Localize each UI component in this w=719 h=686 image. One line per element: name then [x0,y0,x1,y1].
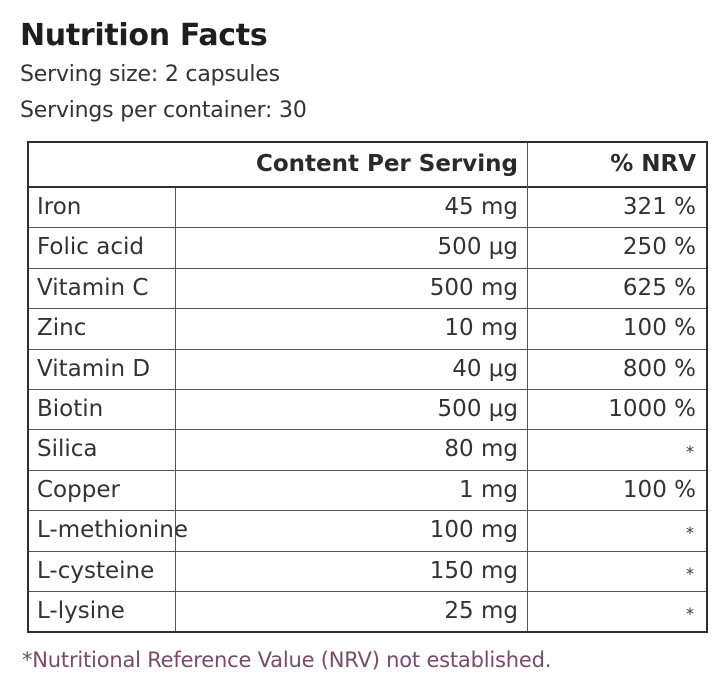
nrv-footnote: *Nutritional Reference Value (NRV) not e… [22,648,552,672]
nutrient-amount: 100 mg [429,517,518,544]
nutrient-name: Biotin [37,396,104,422]
servings-per-container-text: Servings per container: 30 [20,98,307,123]
nutrient-amount: 40 μg [452,355,518,382]
nutrient-name: Iron [37,194,82,220]
nutrient-name: L-cysteine [37,557,155,584]
table-row: Silica 80 mg * [29,430,706,471]
nutrient-amount: 150 mg [429,557,518,584]
header-nrv: % NRV [610,151,696,177]
table-row: L-cysteine 150 mg * [29,552,706,592]
table-row: Biotin 500 μg 1000 % [29,390,706,431]
nutrient-amount: 25 mg [444,598,518,624]
nutrient-amount: 45 mg [444,194,518,220]
nutrient-nrv: 321 % [622,194,696,220]
table-row: Vitamin D 40 μg 800 % [29,350,706,390]
nutrient-amount: 500 μg [437,234,518,261]
nutrient-nrv: 250 % [622,234,696,261]
table-row: Vitamin C 500 mg 625 % [29,269,706,310]
table-row: L-lysine 25 mg * [29,592,706,632]
nutrient-name: L-lysine [37,598,125,624]
nutrient-nrv: 100 % [622,315,696,342]
table-row: Zinc 10 mg 100 % [29,309,706,350]
table-row: Folic acid 500 μg 250 % [29,228,706,269]
nutrient-name: Copper [37,476,120,503]
table-row: Copper 1 mg 100 % [29,471,706,512]
table-row: L-methionine 100 mg * [29,511,706,552]
table-header-row: Content Per Serving % NRV [29,143,706,188]
column-divider-amount [527,143,528,631]
serving-size-text: Serving size: 2 capsules [20,62,280,87]
nutrient-nrv: * [686,604,694,623]
nutrient-nrv: * [686,563,694,583]
nutrient-nrv: 1000 % [608,396,696,422]
table-row: Iron 45 mg 321 % [29,188,706,229]
column-divider-name [175,188,176,631]
nutrient-amount: 10 mg [444,315,518,342]
nutrient-name: Vitamin D [37,355,151,382]
nutrient-amount: 80 mg [444,436,518,463]
nutrient-name: L-methionine [37,517,189,544]
nutrient-nrv: 625 % [622,274,696,301]
nutrition-table: Content Per Serving % NRV Iron 45 mg 321 %… [27,141,708,633]
nutrient-name: Folic acid [37,234,144,261]
nutrient-nrv: 800 % [622,355,696,382]
nutrient-name: Vitamin C [37,274,149,301]
nutrient-amount: 500 mg [429,274,518,301]
nutrient-nrv: 100 % [622,476,696,503]
header-content-per-serving: Content Per Serving [255,151,518,177]
nutrient-nrv: * [686,523,694,543]
nutrient-amount: 500 μg [437,396,518,422]
nutrient-name: Silica [37,436,98,463]
page-title: Nutrition Facts [20,18,268,53]
nutrient-nrv: * [686,442,694,462]
nutrient-amount: 1 mg [459,476,518,503]
nutrient-name: Zinc [37,315,87,342]
